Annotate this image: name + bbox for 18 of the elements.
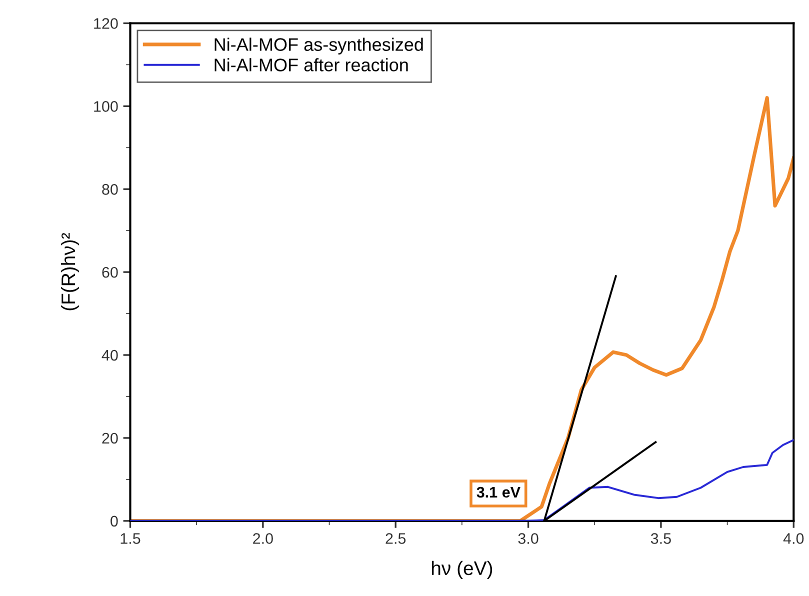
y-tick-label: 0 (110, 516, 118, 527)
legend-label: Ni-Al-MOF as-synthesized (214, 38, 423, 55)
y-tick-label: 120 (94, 18, 118, 29)
annotation: 3.1 eV (476, 486, 520, 498)
x-tick-label: 3.5 (650, 533, 671, 544)
x-tick-label: 4.0 (783, 533, 804, 544)
y-tick-label: 20 (102, 432, 118, 444)
legend-label: Ni-Al-MOF after reaction (214, 58, 408, 72)
y-tick-label: 40 (102, 350, 118, 361)
y-tick-label: 60 (102, 266, 118, 278)
x-tick-label: 1.5 (120, 533, 140, 544)
x-tick-label: 3.0 (518, 533, 538, 544)
y-tick-label: 100 (94, 101, 118, 112)
x-tick-label: 2.5 (386, 533, 406, 544)
y-tick-label: 80 (102, 184, 118, 195)
y-axis-title: (F(R)hν)² (60, 233, 80, 310)
x-tick-label: 2.0 (253, 533, 273, 544)
x-axis-title: hν (eV) (432, 560, 492, 579)
